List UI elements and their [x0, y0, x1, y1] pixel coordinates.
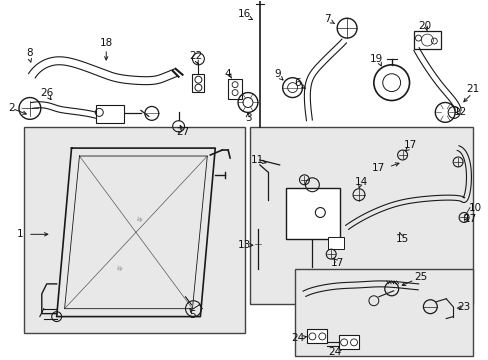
Text: W: W: [115, 266, 122, 273]
Text: 17: 17: [371, 163, 385, 173]
Text: 10: 10: [468, 203, 481, 212]
Text: 18: 18: [100, 38, 113, 48]
Text: 26: 26: [40, 87, 53, 98]
Text: 3: 3: [244, 113, 251, 123]
Bar: [228, 79, 242, 99]
Bar: [192, 74, 204, 91]
Text: 19: 19: [369, 54, 383, 64]
Text: 22: 22: [188, 51, 202, 61]
Text: W: W: [135, 216, 142, 223]
Bar: [249, 127, 472, 304]
Text: 25: 25: [413, 272, 426, 282]
Bar: [307, 329, 326, 343]
Text: 17: 17: [463, 215, 476, 224]
Text: 6: 6: [294, 78, 300, 88]
Bar: [285, 188, 340, 239]
Bar: [413, 31, 440, 49]
Text: 14: 14: [354, 177, 367, 187]
Text: 24: 24: [290, 333, 304, 343]
Bar: [339, 336, 358, 349]
Text: 24: 24: [328, 347, 341, 357]
Text: 9: 9: [274, 69, 281, 79]
Text: 2: 2: [9, 103, 15, 113]
Text: 17: 17: [403, 140, 416, 150]
Text: 20: 20: [417, 21, 430, 31]
Text: 5: 5: [189, 310, 195, 320]
Text: 23: 23: [456, 302, 470, 312]
Text: 27: 27: [176, 127, 189, 137]
Text: 21: 21: [466, 84, 479, 94]
Text: 15: 15: [395, 234, 408, 244]
Text: 1: 1: [17, 229, 23, 239]
Bar: [96, 105, 124, 123]
Text: 11: 11: [251, 155, 264, 165]
Text: 8: 8: [26, 48, 33, 58]
Text: 12: 12: [452, 107, 466, 117]
Text: 4: 4: [224, 69, 231, 79]
Text: 17: 17: [330, 258, 343, 268]
Text: 13: 13: [237, 240, 250, 250]
Bar: [294, 269, 472, 356]
Text: 7: 7: [323, 14, 330, 24]
Bar: [24, 127, 244, 333]
Text: 16: 16: [237, 9, 250, 19]
Bar: [327, 237, 344, 249]
